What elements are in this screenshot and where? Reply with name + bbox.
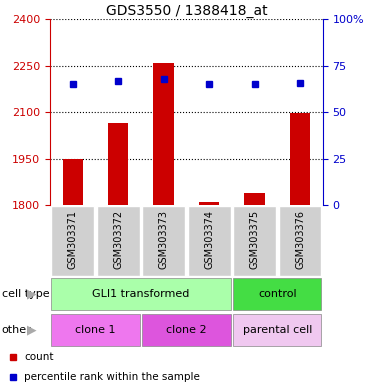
Text: GSM303374: GSM303374 (204, 210, 214, 269)
Bar (290, 113, 310, 205)
Bar (188, 206, 230, 276)
Bar (142, 206, 185, 276)
Text: clone 1: clone 1 (75, 324, 116, 335)
Bar (52, 314, 139, 346)
Bar (244, 193, 265, 205)
Text: percentile rank within the sample: percentile rank within the sample (24, 372, 200, 382)
Text: ▶: ▶ (27, 288, 36, 301)
Text: other: other (2, 324, 32, 335)
Bar (233, 278, 321, 310)
Text: control: control (258, 289, 297, 299)
Bar (199, 202, 219, 205)
Bar (52, 206, 94, 276)
Text: GSM303372: GSM303372 (113, 210, 123, 269)
Text: GSM303376: GSM303376 (295, 210, 305, 269)
Title: GDS3550 / 1388418_at: GDS3550 / 1388418_at (106, 4, 267, 18)
Bar (97, 206, 139, 276)
Text: parental cell: parental cell (243, 324, 312, 335)
Bar (233, 314, 321, 346)
Text: cell type: cell type (2, 289, 49, 299)
Text: GSM303373: GSM303373 (159, 210, 169, 269)
Text: count: count (24, 352, 53, 362)
Bar (154, 63, 174, 205)
Text: clone 2: clone 2 (166, 324, 207, 335)
Bar (63, 159, 83, 205)
Bar (108, 123, 128, 205)
Text: GLI1 transformed: GLI1 transformed (92, 289, 190, 299)
Text: GSM303371: GSM303371 (68, 210, 78, 269)
Bar (142, 314, 230, 346)
Bar (233, 206, 276, 276)
Text: GSM303375: GSM303375 (250, 210, 260, 269)
Text: ▶: ▶ (27, 323, 36, 336)
Bar (279, 206, 321, 276)
Bar (52, 278, 230, 310)
